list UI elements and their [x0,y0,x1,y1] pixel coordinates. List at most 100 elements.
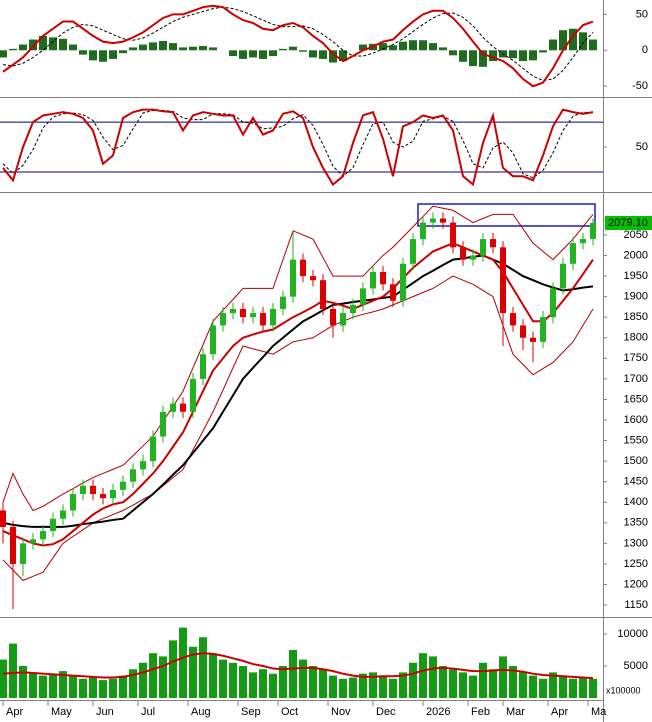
indicator-line [2,242,594,547]
histogram-bar [469,50,477,67]
candle-body [130,469,136,482]
histogram-bar [19,44,27,51]
candle-body [150,436,156,462]
volume-bar [39,675,47,698]
candle-body [470,255,476,260]
candle-body [540,317,546,342]
candle-body [480,239,486,256]
volume-bar [449,669,457,698]
indicator-line [2,6,594,81]
y-tick-label: 1250 [624,558,648,570]
indicator-line [2,108,594,187]
candle-body [590,222,596,240]
candle-body [400,263,406,301]
histogram-bar [279,48,287,51]
histogram-bar [309,50,317,58]
candle-body [110,489,116,499]
volume-bar [19,666,27,698]
y-tick-label: 1450 [624,476,648,488]
volume-bar [329,675,337,698]
y-tick-label: -50 [632,80,648,92]
y-tick-label: 1800 [624,332,648,344]
volume-bar [99,680,107,698]
y-tick-label: 1700 [624,373,648,385]
candle-body [70,494,76,511]
volume-bar [299,659,307,698]
volume-bar [29,672,37,698]
volume-bar [499,656,507,698]
volume-bar [349,677,357,698]
histogram-bar [179,47,187,51]
x-tick-label: Feb [471,706,490,718]
candle-body [260,313,266,326]
candle-body [520,325,526,338]
candle-body [350,304,356,314]
x-tick-label: Aug [191,706,211,718]
candle-body [80,485,86,495]
y-tick-label: 50 [636,141,648,153]
candle-body [530,337,536,342]
histogram-bar [559,30,567,51]
y-tick-label: 1900 [624,291,648,303]
volume-bar [209,653,217,698]
y-tick-label: 1200 [624,578,648,590]
histogram-bar [409,40,417,51]
candle-body [270,308,276,326]
volume-bar [319,669,327,698]
histogram-bar [239,50,247,59]
candle-body [500,247,506,314]
volume-bar [279,666,287,698]
volume-bar [199,637,207,698]
histogram-bar [509,50,517,59]
candle-body [280,296,286,309]
candle-body [360,288,366,305]
x-tick-label: Sep [241,706,261,718]
candle-body [450,222,456,248]
volume-bar [419,653,427,698]
volume-bar [239,666,247,698]
histogram-bar [109,50,117,59]
candle-body [230,308,236,314]
volume-bar [379,675,387,698]
volume-bar [369,672,377,698]
histogram-bar [119,50,127,54]
histogram-bar [359,44,367,51]
candle-body [390,284,396,301]
y-tick-label: 1150 [624,599,648,611]
volume-bar [219,659,227,698]
histogram-bar [389,45,397,51]
histogram-bar [539,50,547,53]
volume-bar [339,678,347,698]
histogram-bar [79,50,87,55]
histogram-bar [549,39,557,51]
candle-body [340,313,346,326]
histogram-bar [399,41,407,51]
y-tick-label: 10000 [617,628,648,640]
y-tick-label: 1550 [624,434,648,446]
volume-bar [289,650,297,698]
candle-body [10,526,16,564]
candle-body [570,243,576,264]
histogram-bar [149,42,157,51]
candle-body [410,239,416,264]
candle-body [300,259,306,277]
highlight-box [417,203,596,227]
histogram-bar [169,43,177,51]
volume-bar [119,675,127,698]
volume-bar [309,666,317,698]
histogram-bar [429,43,437,51]
y-tick-label: 1300 [624,537,648,549]
candle-body [290,259,296,297]
volume-bar [509,666,517,698]
y-tick-label: 2000 [624,249,648,261]
indicator-line [2,205,594,512]
volume-bar [139,662,147,698]
candle-body [160,411,166,437]
candle-body [320,280,326,309]
histogram-bar [9,48,17,51]
volume-bar [59,671,67,698]
x-tick-label: Mar [506,706,525,718]
volume-bar [79,678,87,698]
histogram-bar [289,46,297,51]
